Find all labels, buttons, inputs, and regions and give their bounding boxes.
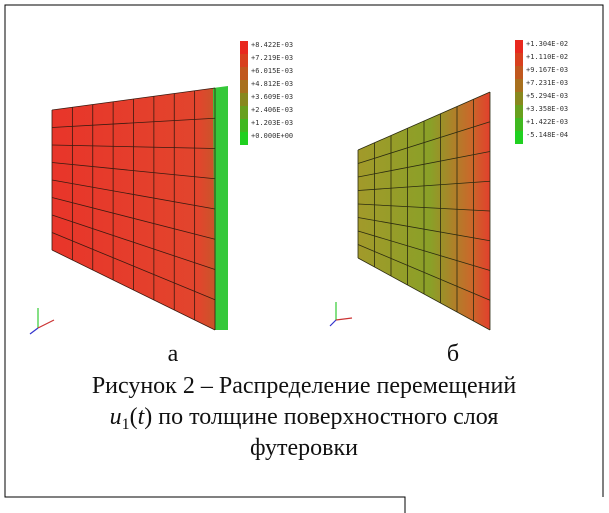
legend-label: +6.015E-03: [251, 67, 293, 75]
legend-label: +2.406E-03: [251, 106, 293, 114]
panel-label: а: [168, 341, 179, 367]
legend-swatch: [515, 131, 523, 144]
legend-label: +1.203E-03: [251, 119, 293, 127]
legend-swatch: [240, 54, 248, 67]
caption-symbol: u: [110, 404, 122, 430]
caption-subscript: 1: [122, 416, 130, 433]
caption-line: футеровки: [250, 435, 358, 461]
legend-swatch: [240, 80, 248, 93]
legend-label: +5.294E-03: [526, 92, 568, 100]
legend-label: +0.000E+00: [251, 132, 293, 140]
legend-label: +9.167E-03: [526, 66, 568, 74]
legend-label: +7.219E-03: [251, 54, 293, 62]
legend-swatch: [240, 119, 248, 132]
legend-swatch: [515, 92, 523, 105]
legend-swatch: [240, 106, 248, 119]
caption-line: Рисунок 2 – Распределение перемещений: [92, 373, 517, 399]
legend-swatch: [240, 93, 248, 106]
axis-triad-a: [30, 308, 54, 334]
legend-swatch: [240, 41, 248, 54]
panel-label: б: [447, 341, 459, 367]
legend-label: +1.304E-02: [526, 40, 568, 48]
legend-label: +3.358E-03: [526, 105, 568, 113]
legend-swatch: [515, 79, 523, 92]
legend-label: +8.422E-03: [251, 41, 293, 49]
legends: +8.422E-03 +7.219E-03 +6.015E-03 +4.812E-03…: [240, 40, 568, 145]
legend-label: +7.231E-03: [526, 79, 568, 87]
legend-swatch: [515, 40, 523, 53]
legend-swatch: [515, 53, 523, 66]
legend-swatch: [515, 105, 523, 118]
legend-label: +1.422E-03: [526, 118, 568, 126]
caption-open: (: [130, 404, 138, 430]
legend-swatch: [240, 67, 248, 80]
figure: +8.422E-03 +7.219E-03 +6.015E-03 +4.812E-03…: [0, 0, 609, 513]
caption-line: u1(t) по толщине поверхностного слоя: [110, 404, 499, 433]
legend-swatch: [515, 66, 523, 79]
legend-swatch: [240, 132, 248, 145]
legend-label: +3.609E-03: [251, 93, 293, 101]
caption-rest: ) по толщине поверхностного слоя: [144, 404, 498, 430]
legend-label: +1.110E-02: [526, 53, 568, 61]
page: +8.422E-03 +7.219E-03 +6.015E-03 +4.812E-03…: [0, 0, 609, 513]
legend-swatch: [515, 118, 523, 131]
axis-triad-b: [330, 302, 352, 326]
legend-label: +4.812E-03: [251, 80, 293, 88]
legend-label: -5.148E-04: [526, 131, 568, 139]
